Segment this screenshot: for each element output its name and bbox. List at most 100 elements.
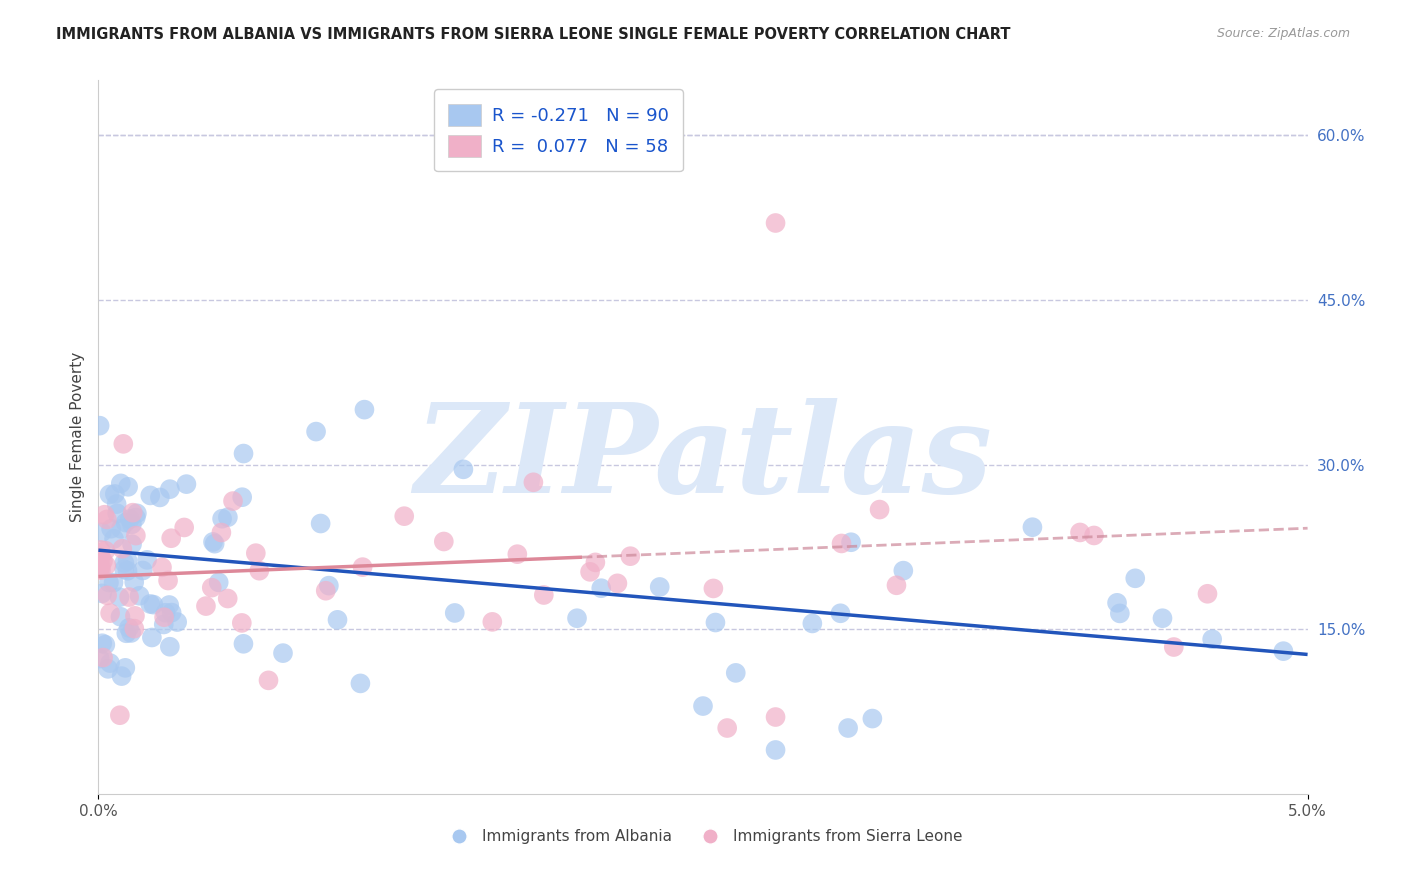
Point	[112, 562, 135, 576]
Legend: Immigrants from Albania, Immigrants from Sierra Leone: Immigrants from Albania, Immigrants from…	[437, 823, 969, 850]
Point	[155, 606, 177, 620]
Point	[111, 541, 134, 556]
Point	[121, 517, 143, 532]
Point	[139, 597, 162, 611]
Point	[112, 556, 135, 570]
Point	[1272, 644, 1295, 658]
Point	[349, 676, 371, 690]
Point	[209, 525, 232, 540]
Point	[394, 509, 416, 524]
Point	[125, 528, 148, 542]
Point	[1069, 525, 1091, 540]
Point	[90, 559, 112, 574]
Point	[1197, 587, 1219, 601]
Point	[98, 656, 121, 670]
Point	[118, 590, 141, 604]
Point	[1083, 528, 1105, 542]
Point	[433, 534, 456, 549]
Point	[765, 710, 787, 724]
Point	[121, 537, 143, 551]
Point	[90, 550, 112, 565]
Point	[506, 547, 529, 561]
Point	[1201, 632, 1223, 647]
Point	[704, 615, 727, 630]
Point	[153, 610, 176, 624]
Point	[201, 535, 224, 549]
Point	[160, 606, 183, 620]
Point	[142, 598, 165, 612]
Point	[166, 615, 188, 629]
Point	[886, 578, 908, 592]
Point	[136, 553, 159, 567]
Point	[128, 589, 150, 603]
Text: IMMIGRANTS FROM ALBANIA VS IMMIGRANTS FROM SIERRA LEONE SINGLE FEMALE POVERTY CO: IMMIGRANTS FROM ALBANIA VS IMMIGRANTS FR…	[56, 27, 1011, 42]
Point	[453, 462, 475, 476]
Point	[124, 622, 146, 636]
Point	[114, 516, 136, 530]
Point	[103, 575, 125, 590]
Point	[150, 560, 173, 574]
Point	[100, 522, 122, 536]
Point	[232, 637, 254, 651]
Point	[481, 615, 503, 629]
Point	[91, 586, 114, 600]
Point	[90, 542, 112, 557]
Point	[157, 574, 180, 588]
Point	[891, 564, 914, 578]
Point	[96, 512, 118, 526]
Point	[1123, 571, 1146, 585]
Point	[115, 626, 138, 640]
Point	[765, 216, 787, 230]
Point	[105, 506, 128, 520]
Y-axis label: Single Female Poverty: Single Female Poverty	[69, 352, 84, 522]
Point	[579, 565, 602, 579]
Point	[619, 549, 641, 564]
Point	[125, 506, 148, 520]
Point	[152, 617, 174, 632]
Point	[702, 582, 724, 596]
Point	[204, 537, 226, 551]
Point	[305, 425, 328, 439]
Point	[211, 512, 233, 526]
Point	[108, 591, 131, 605]
Point	[121, 506, 143, 520]
Point	[1152, 611, 1174, 625]
Point	[565, 611, 588, 625]
Point	[583, 555, 606, 569]
Point	[232, 446, 254, 460]
Point	[591, 581, 613, 595]
Point	[89, 651, 111, 665]
Point	[837, 721, 859, 735]
Point	[315, 583, 337, 598]
Point	[118, 512, 141, 526]
Point	[94, 638, 117, 652]
Point	[98, 575, 121, 590]
Point	[217, 510, 239, 524]
Point	[117, 553, 139, 567]
Point	[716, 721, 738, 735]
Point	[114, 661, 136, 675]
Point	[160, 531, 183, 545]
Point	[353, 402, 375, 417]
Point	[98, 606, 121, 620]
Point	[1108, 607, 1130, 621]
Point	[110, 669, 132, 683]
Point	[89, 418, 111, 433]
Point	[860, 712, 883, 726]
Point	[173, 520, 195, 534]
Point	[765, 743, 787, 757]
Point	[222, 494, 245, 508]
Point	[318, 579, 340, 593]
Point	[257, 673, 280, 688]
Point	[692, 699, 714, 714]
Point	[97, 662, 120, 676]
Point	[91, 554, 114, 568]
Point	[245, 546, 267, 560]
Point	[110, 476, 132, 491]
Point	[801, 616, 824, 631]
Point	[132, 564, 155, 578]
Point	[103, 532, 125, 546]
Point	[125, 510, 148, 524]
Point	[105, 497, 128, 511]
Point	[606, 576, 628, 591]
